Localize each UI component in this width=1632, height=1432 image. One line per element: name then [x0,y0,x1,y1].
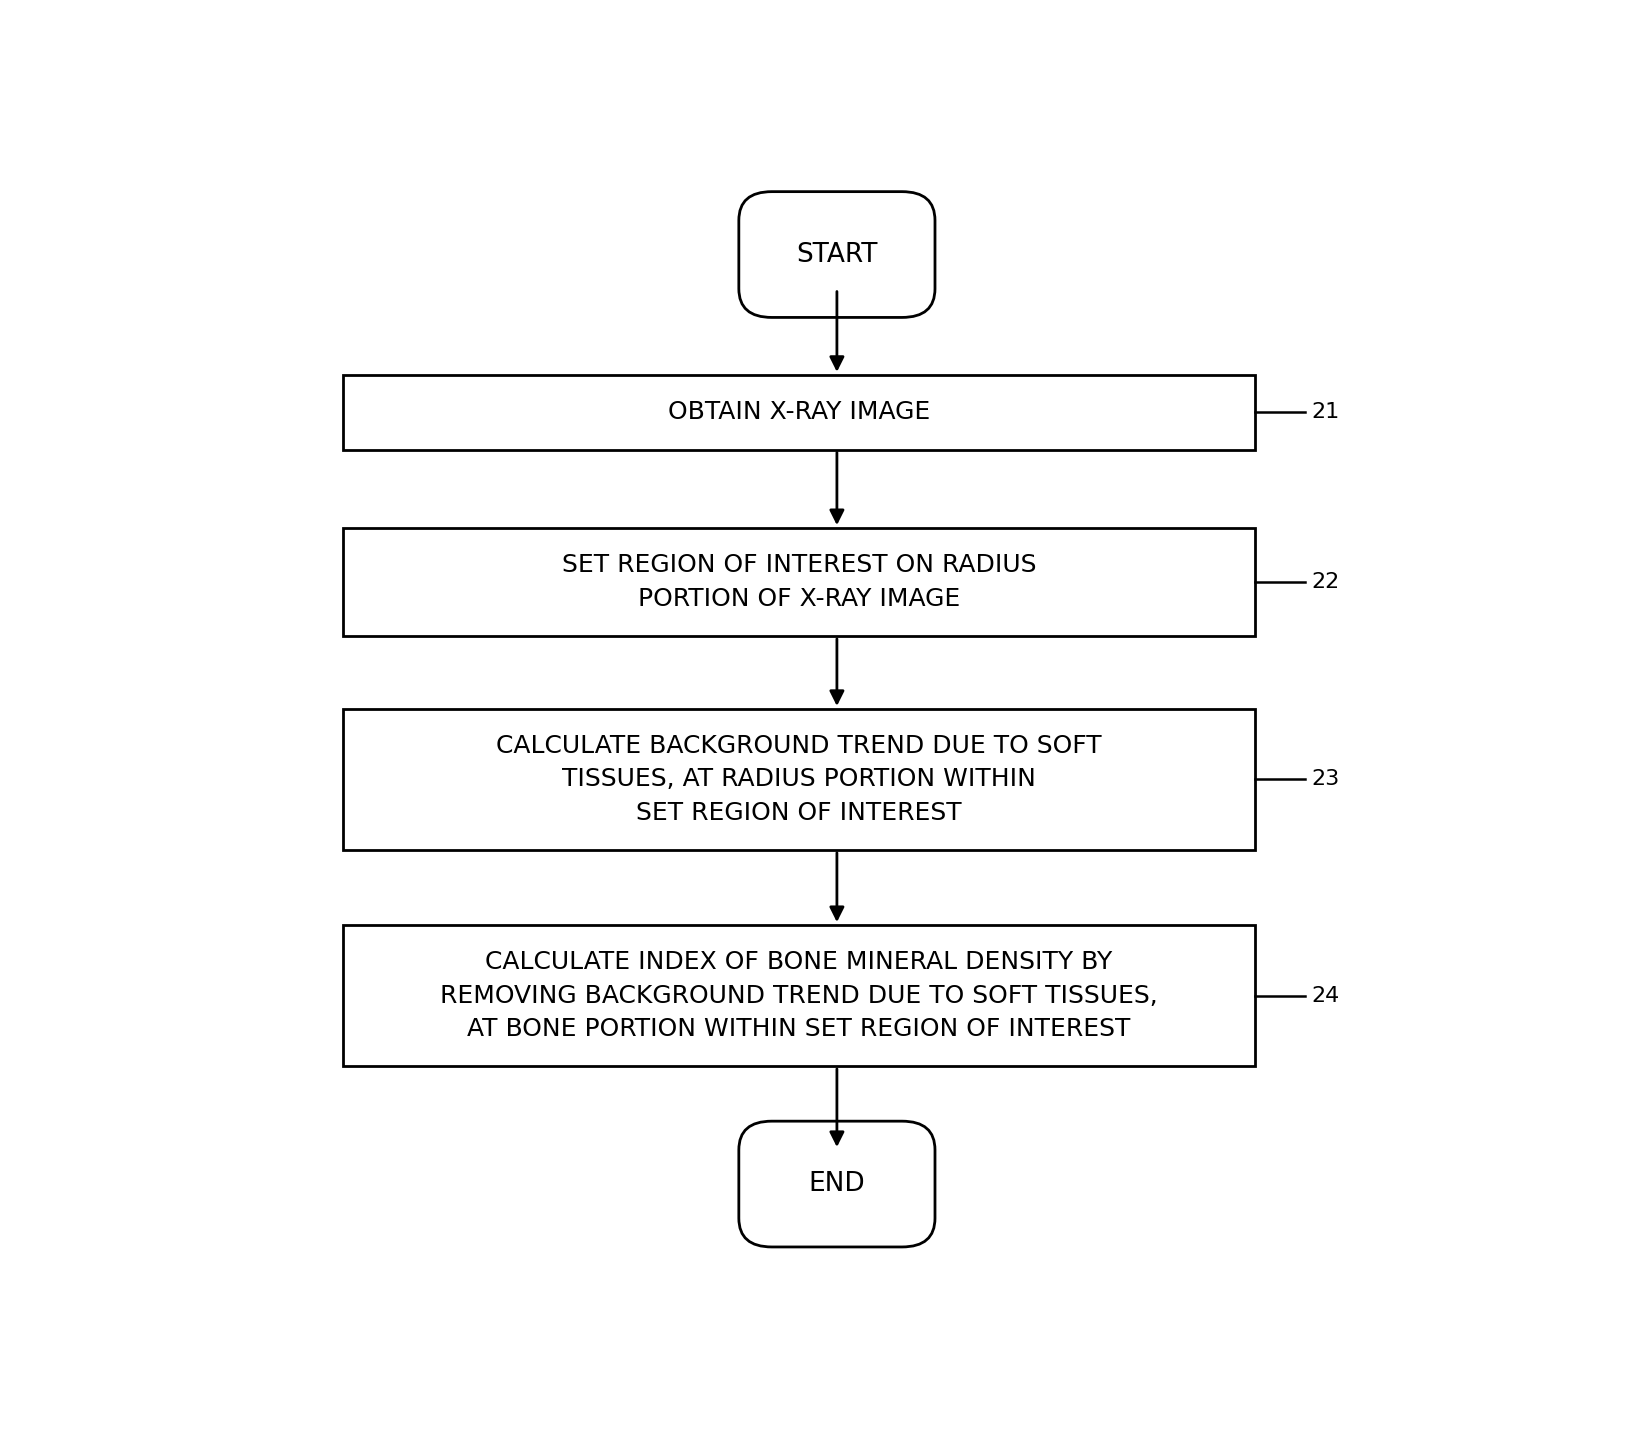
FancyBboxPatch shape [343,528,1253,636]
Text: CALCULATE INDEX OF BONE MINERAL DENSITY BY
REMOVING BACKGROUND TREND DUE TO SOFT: CALCULATE INDEX OF BONE MINERAL DENSITY … [439,949,1157,1041]
FancyBboxPatch shape [738,192,935,318]
Text: OBTAIN X-RAY IMAGE: OBTAIN X-RAY IMAGE [667,400,930,424]
Text: END: END [808,1171,865,1197]
Text: SET REGION OF INTEREST ON RADIUS
PORTION OF X-RAY IMAGE: SET REGION OF INTEREST ON RADIUS PORTION… [561,553,1036,611]
FancyBboxPatch shape [738,1121,935,1247]
Text: 24: 24 [1310,985,1338,1005]
Text: 23: 23 [1310,769,1338,789]
Text: 22: 22 [1310,571,1338,591]
Text: CALCULATE BACKGROUND TREND DUE TO SOFT
TISSUES, AT RADIUS PORTION WITHIN
SET REG: CALCULATE BACKGROUND TREND DUE TO SOFT T… [496,733,1102,825]
Text: START: START [796,242,876,268]
FancyBboxPatch shape [343,709,1253,851]
Text: 21: 21 [1310,402,1338,422]
FancyBboxPatch shape [343,925,1253,1065]
FancyBboxPatch shape [343,375,1253,450]
